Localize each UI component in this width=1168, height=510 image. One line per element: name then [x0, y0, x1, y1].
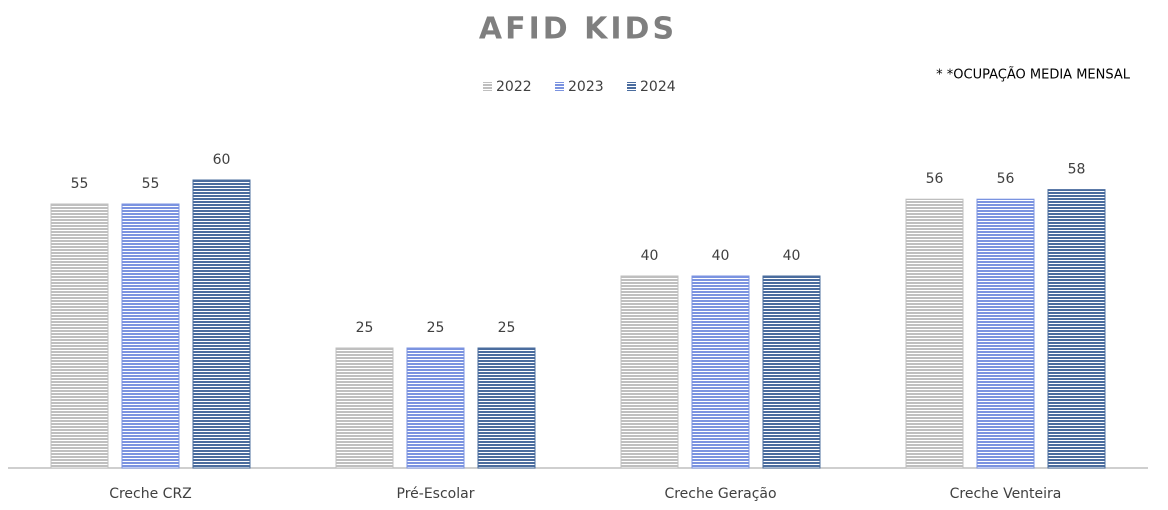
data-label: 55	[142, 176, 160, 192]
x-tick-label: Pré-Escolar	[397, 486, 475, 502]
data-label: 40	[712, 248, 730, 264]
chart-title: AFID KIDS	[479, 12, 677, 47]
data-label: 60	[213, 152, 231, 168]
legend-swatch	[483, 82, 492, 91]
bar	[905, 198, 964, 469]
bar	[121, 203, 180, 469]
bar	[691, 275, 750, 469]
bar	[620, 275, 679, 469]
x-tick-label: Creche CRZ	[109, 486, 192, 502]
annotation: * *OCUPAÇÃO MEDIA MENSAL	[936, 67, 1131, 83]
data-label: 56	[997, 171, 1015, 187]
legend-label: 2023	[568, 79, 604, 95]
bar	[477, 347, 536, 469]
data-label: 40	[641, 248, 659, 264]
data-label: 25	[356, 320, 374, 336]
bar	[192, 179, 251, 469]
bar	[976, 198, 1035, 469]
bar	[50, 203, 109, 469]
bar	[762, 275, 821, 469]
bar	[406, 347, 465, 469]
data-label: 25	[498, 320, 516, 336]
legend-label: 2024	[640, 79, 676, 95]
data-label: 40	[783, 248, 801, 264]
data-label: 56	[926, 171, 944, 187]
data-label: 25	[427, 320, 445, 336]
legend-swatch	[627, 82, 636, 91]
x-tick-label: Creche Geração	[664, 486, 776, 502]
legend-swatch	[555, 82, 564, 91]
bar	[335, 347, 394, 469]
data-label: 55	[71, 176, 89, 192]
legend-label: 2022	[496, 79, 532, 95]
x-tick-label: Creche Venteira	[950, 486, 1062, 502]
data-label: 58	[1068, 162, 1086, 178]
bar	[1047, 189, 1106, 469]
